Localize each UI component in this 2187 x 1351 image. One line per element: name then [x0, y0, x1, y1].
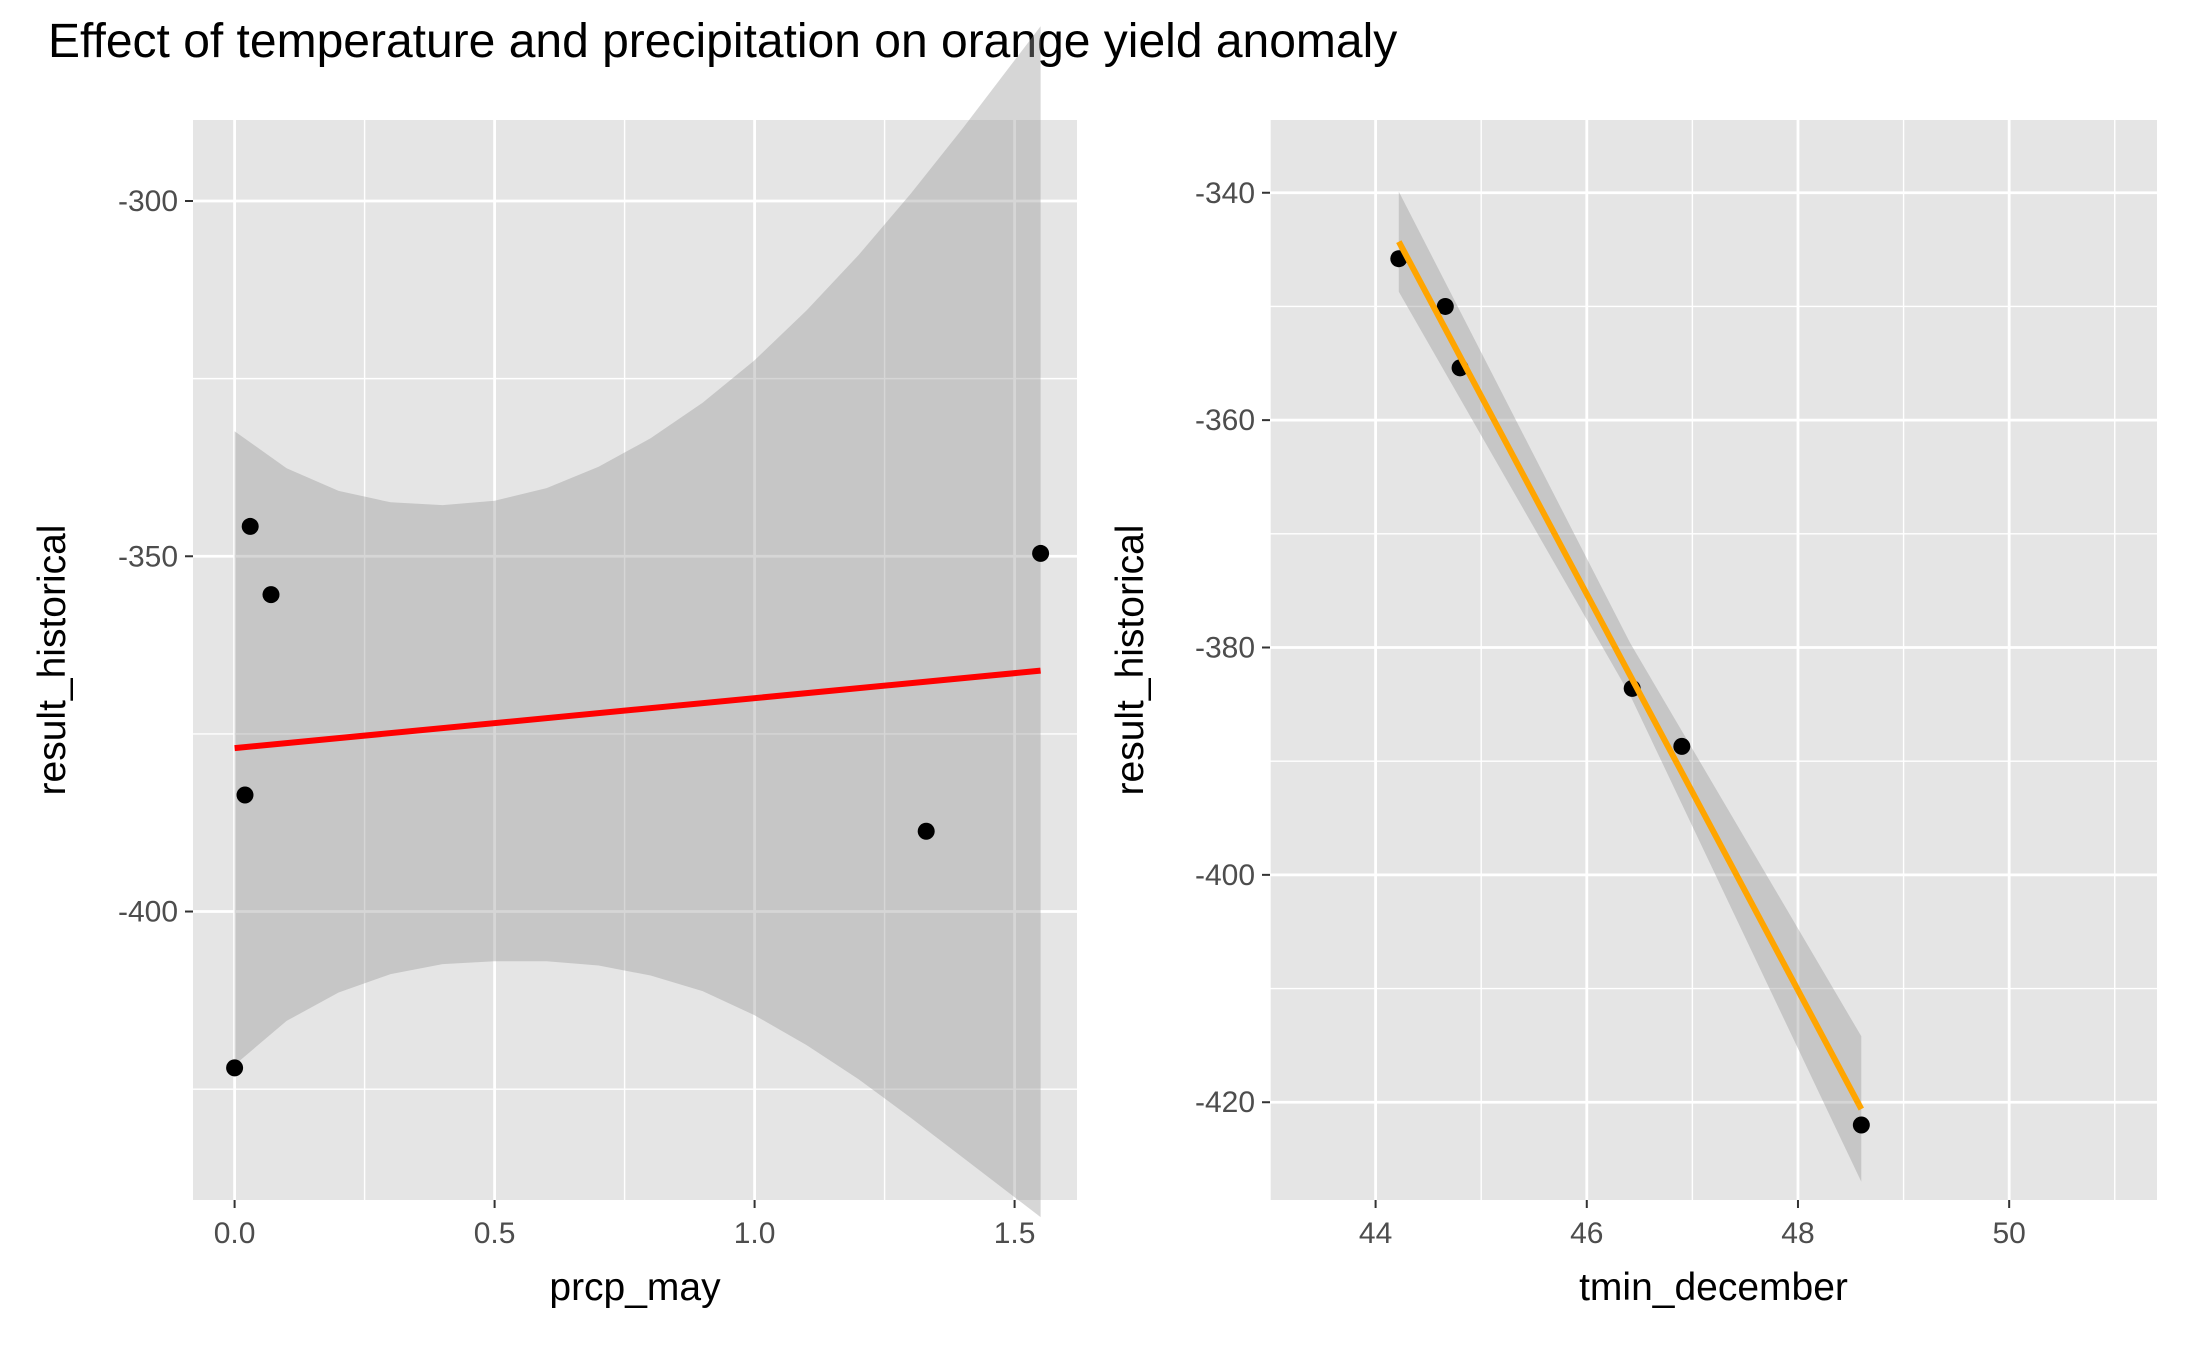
x-tick-label: 50	[1992, 1217, 2025, 1250]
data-point	[236, 786, 254, 804]
confidence-ribbon	[234, 26, 1041, 1218]
x-tick-label: 0.5	[474, 1217, 516, 1250]
data-point	[1436, 297, 1454, 315]
y-tick-label: -340	[1195, 177, 1255, 210]
left-panel-prcp-may: 0.0 0.5 1.0 1.5 -300 -350 -400 prcp_may result_h…	[31, 26, 1077, 1309]
chart-title: Effect of temperature and precipitation …	[48, 15, 1398, 68]
regression-line	[234, 667, 1041, 752]
x-tick-label: 1.0	[734, 1217, 776, 1250]
y-axis-title: result_historical	[31, 525, 74, 796]
x-tick-label: 0.0	[214, 1217, 256, 1250]
y-tick-label: -360	[1195, 404, 1255, 437]
x-tick-label: 1.5	[994, 1217, 1036, 1250]
y-tick-label: -300	[118, 185, 178, 218]
y-tick-label: -420	[1195, 1086, 1255, 1119]
data-point	[917, 822, 935, 840]
y-tick-label: -380	[1195, 631, 1255, 664]
x-tick-label: 46	[1570, 1217, 1603, 1250]
y-tick-label: -400	[1195, 859, 1255, 892]
y-tick-label: -400	[118, 896, 178, 929]
x-axis-title: tmin_december	[1579, 1266, 1848, 1309]
data-point	[1673, 737, 1691, 755]
data-point	[262, 586, 280, 604]
data-point	[1852, 1116, 1870, 1134]
y-axis-title: result_historical	[1109, 525, 1152, 796]
x-axis-title: prcp_may	[549, 1266, 721, 1309]
data-point	[226, 1059, 244, 1077]
regression-line	[1396, 240, 1864, 1111]
data-point	[1032, 544, 1050, 562]
x-tick-label: 48	[1781, 1217, 1814, 1250]
panel-background	[193, 120, 1077, 1200]
right-panel-tmin-december: 44 46 48 50 -340 -360 -380 -400 -420 tmin_decembe…	[1109, 120, 2157, 1309]
y-tick-label: -350	[118, 540, 178, 573]
data-point	[241, 517, 259, 535]
x-tick-label: 44	[1359, 1217, 1392, 1250]
